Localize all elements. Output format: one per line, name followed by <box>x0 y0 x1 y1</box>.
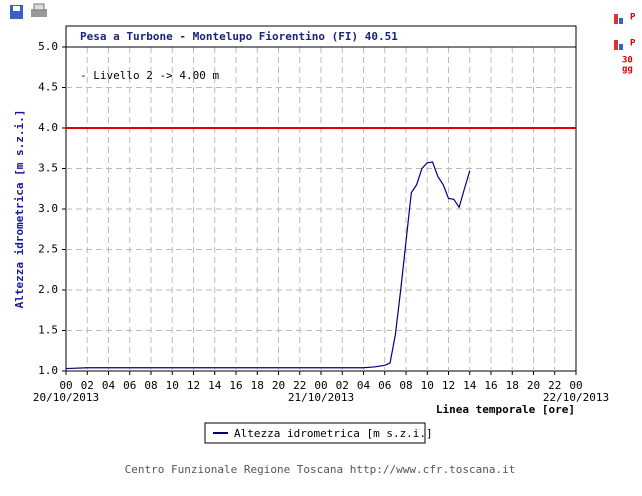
x-tick-label: 10 <box>166 379 179 392</box>
y-tick-label: 1.5 <box>38 324 58 337</box>
date-label: 21/10/2013 <box>288 391 354 404</box>
y-tick-label: 5.0 <box>38 40 58 53</box>
y-tick-label: 2.0 <box>38 283 58 296</box>
y-tick-label: 3.5 <box>38 162 58 175</box>
toolbar-label: P <box>630 39 636 49</box>
print-icon-paper <box>33 3 45 11</box>
x-tick-label: 06 <box>378 379 391 392</box>
x-tick-label: 16 <box>229 379 242 392</box>
x-tick-label: 00 <box>59 379 72 392</box>
x-tick-label: 22 <box>293 379 306 392</box>
x-tick-label: 12 <box>187 379 200 392</box>
toolbar-label: 30 <box>622 56 633 66</box>
x-tick-label: 04 <box>357 379 371 392</box>
x-tick-label: 06 <box>123 379 136 392</box>
x-tick-label: 12 <box>442 379 455 392</box>
data-line <box>65 161 471 370</box>
legend-label: Altezza idrometrica [m s.z.i.] <box>234 427 433 440</box>
toolbar-label: gg <box>622 65 633 75</box>
icon-bar[interactable] <box>614 40 618 50</box>
footer: Centro Funzionale Regione Toscana http:/… <box>125 463 516 476</box>
x-tick-label: 16 <box>484 379 497 392</box>
x-tick-label: 20 <box>527 379 540 392</box>
y-tick-label: 1.0 <box>38 364 58 377</box>
x-tick-label: 10 <box>421 379 434 392</box>
x-tick-label: 14 <box>463 379 477 392</box>
date-label: 20/10/2013 <box>33 391 99 404</box>
x-tick-label: 18 <box>251 379 264 392</box>
x-tick-label: 04 <box>102 379 116 392</box>
icon-bar <box>619 44 623 50</box>
icon-bar[interactable] <box>614 14 618 24</box>
x-tick-label: 08 <box>399 379 412 392</box>
x-tick-label: 00 <box>569 379 582 392</box>
print-icon[interactable] <box>31 9 47 17</box>
y-tick-label: 4.5 <box>38 81 58 94</box>
chart-title: Pesa a Turbone - Montelupo Fiorentino (F… <box>80 30 398 43</box>
x-tick-label: 18 <box>506 379 519 392</box>
x-tick-label: 22 <box>548 379 561 392</box>
x-tick-label: 00 <box>314 379 327 392</box>
x-tick-label: 08 <box>144 379 157 392</box>
x-tick-label: 14 <box>208 379 222 392</box>
x-axis-label: Linea temporale [ore] <box>436 403 575 416</box>
x-tick-label: 02 <box>336 379 349 392</box>
toolbar-label: P <box>630 13 636 23</box>
y-tick-label: 3.0 <box>38 202 58 215</box>
toolbar <box>10 3 623 50</box>
icon-bar <box>619 18 623 24</box>
legend <box>204 422 426 444</box>
x-tick-label: 02 <box>81 379 94 392</box>
y-tick-label: 2.5 <box>38 243 58 256</box>
x-tick-label: 20 <box>272 379 285 392</box>
grid <box>66 47 576 371</box>
date-label: 22/10/2013 <box>543 391 609 404</box>
title-box <box>65 25 577 48</box>
save-icon-label <box>13 6 20 11</box>
threshold-label: - Livello 2 -> 4.00 m <box>80 69 219 82</box>
y-tick-label: 4.0 <box>38 121 58 134</box>
y-axis-label: Altezza idrometrica [m s.z.i.] <box>13 110 26 309</box>
